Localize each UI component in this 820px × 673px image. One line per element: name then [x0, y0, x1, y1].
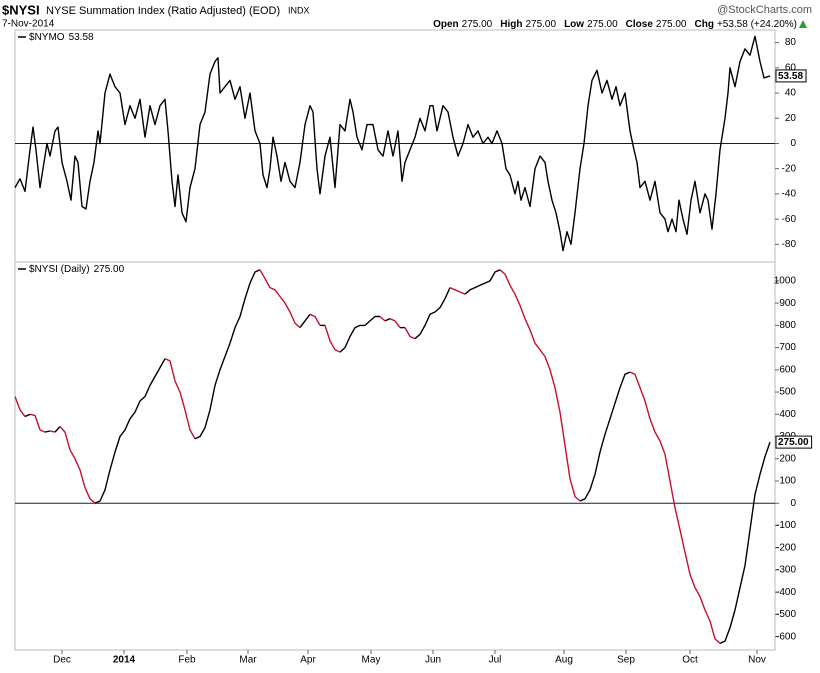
y-tick-label: 200 — [779, 453, 796, 464]
quote-value: 275.00 — [656, 19, 687, 30]
x-tick-label: Dec — [53, 655, 71, 666]
last-value-box — [775, 435, 813, 449]
x-tick-label: Apr — [300, 655, 316, 666]
x-tick-label: Aug — [555, 655, 573, 666]
quote: Open 275.00 High 275.00 Low 275.00 Close 275.00… — [433, 19, 797, 30]
last-value-label: 275.00 — [778, 437, 809, 448]
series-line — [414, 287, 451, 340]
x-tick-label: Sep — [617, 655, 635, 666]
series-line — [464, 269, 501, 295]
last-value-box — [775, 69, 807, 83]
series-line — [194, 269, 261, 440]
quote-label: Close — [626, 19, 654, 30]
y-tick-label: -80 — [782, 239, 797, 250]
last-value-label: 53.58 — [778, 71, 803, 82]
y-tick-label: -500 — [776, 609, 796, 620]
series-line — [384, 318, 391, 322]
y-tick-label: -200 — [776, 542, 796, 553]
series-line — [14, 35, 771, 252]
series-line — [44, 430, 51, 433]
frame — [14, 29, 776, 651]
series-line — [339, 315, 380, 353]
y-tick-label: 80 — [785, 37, 797, 48]
legend-name: $NYSI (Daily) — [29, 264, 90, 275]
x-tick-label: 2014 — [113, 655, 136, 666]
legend: $NYMO 53.58 — [29, 32, 94, 43]
y-tick-label: 600 — [779, 364, 796, 375]
series-line — [719, 441, 771, 644]
y-tick-label: 1000 — [774, 276, 797, 287]
y-tick-label: -300 — [776, 565, 796, 576]
series-line — [49, 430, 56, 433]
x-tick-label: Jul — [489, 655, 502, 666]
series-line — [309, 313, 321, 326]
y-tick-label: -20 — [782, 163, 797, 174]
series-line — [299, 313, 311, 329]
y-tick-label: 20 — [785, 113, 797, 124]
quote-value: 275.00 — [462, 19, 493, 30]
y-tick-label: 60 — [785, 62, 797, 73]
index-name: NYSE Summation Index (Ratio Adjusted) (E… — [46, 5, 280, 17]
source: @StockCharts.com — [717, 4, 812, 16]
series-line — [324, 325, 341, 353]
y-tick-label: 0 — [790, 498, 796, 509]
legend: $NYSI (Daily) 275.00 — [29, 264, 125, 275]
x-tick-label: Feb — [178, 655, 196, 666]
quote-value: +53.58 (+24.20%) — [717, 19, 797, 30]
y-tick-label: -400 — [776, 587, 796, 598]
date: 7-Nov-2014 — [2, 19, 55, 30]
y-tick-label: -100 — [776, 520, 796, 531]
quote-value: 275.00 — [587, 19, 618, 30]
legend-value: 275.00 — [94, 264, 125, 275]
symbol: $NYSI — [2, 2, 40, 17]
series-line — [24, 413, 31, 418]
y-tick-label: 500 — [779, 387, 796, 398]
y-tick-label: 800 — [779, 320, 796, 331]
quote-value: 275.00 — [525, 19, 556, 30]
series-line — [54, 426, 61, 433]
exchange: INDX — [288, 5, 310, 15]
series-line — [499, 269, 581, 502]
quote-label: Low — [564, 19, 584, 30]
series-line — [164, 358, 196, 440]
series-line — [449, 286, 466, 295]
x-tick-label: May — [362, 655, 381, 666]
y-tick-label: 40 — [785, 88, 797, 99]
x-tick-label: Jun — [425, 655, 441, 666]
series-line — [379, 315, 386, 322]
y-tick-label: -600 — [776, 631, 796, 642]
y-tick-label: -60 — [782, 214, 797, 225]
quote-label: High — [500, 19, 522, 30]
x-tick-label: Nov — [748, 655, 766, 666]
y-tick-label: 900 — [779, 298, 796, 309]
x-tick-label: Oct — [682, 655, 698, 666]
series-line — [629, 371, 721, 644]
up-arrow — [799, 20, 807, 28]
series-line — [94, 358, 166, 504]
series-line — [259, 269, 301, 329]
y-tick-label: -40 — [782, 189, 797, 200]
series-line — [29, 413, 46, 433]
y-tick-label: 100 — [779, 476, 796, 487]
series-line — [404, 327, 416, 340]
y-tick-label: 700 — [779, 342, 796, 353]
x-tick-label: Mar — [239, 655, 257, 666]
quote-label: Open — [433, 19, 459, 30]
legend-name: $NYMO — [29, 32, 65, 43]
legend-value: 53.58 — [69, 32, 94, 43]
y-tick-label: 400 — [779, 409, 796, 420]
quote-label: Chg — [694, 19, 713, 30]
series-line — [579, 371, 631, 502]
series-line — [59, 426, 96, 504]
series-line — [14, 396, 26, 417]
y-tick-label: 0 — [790, 138, 796, 149]
series-line — [389, 318, 401, 329]
